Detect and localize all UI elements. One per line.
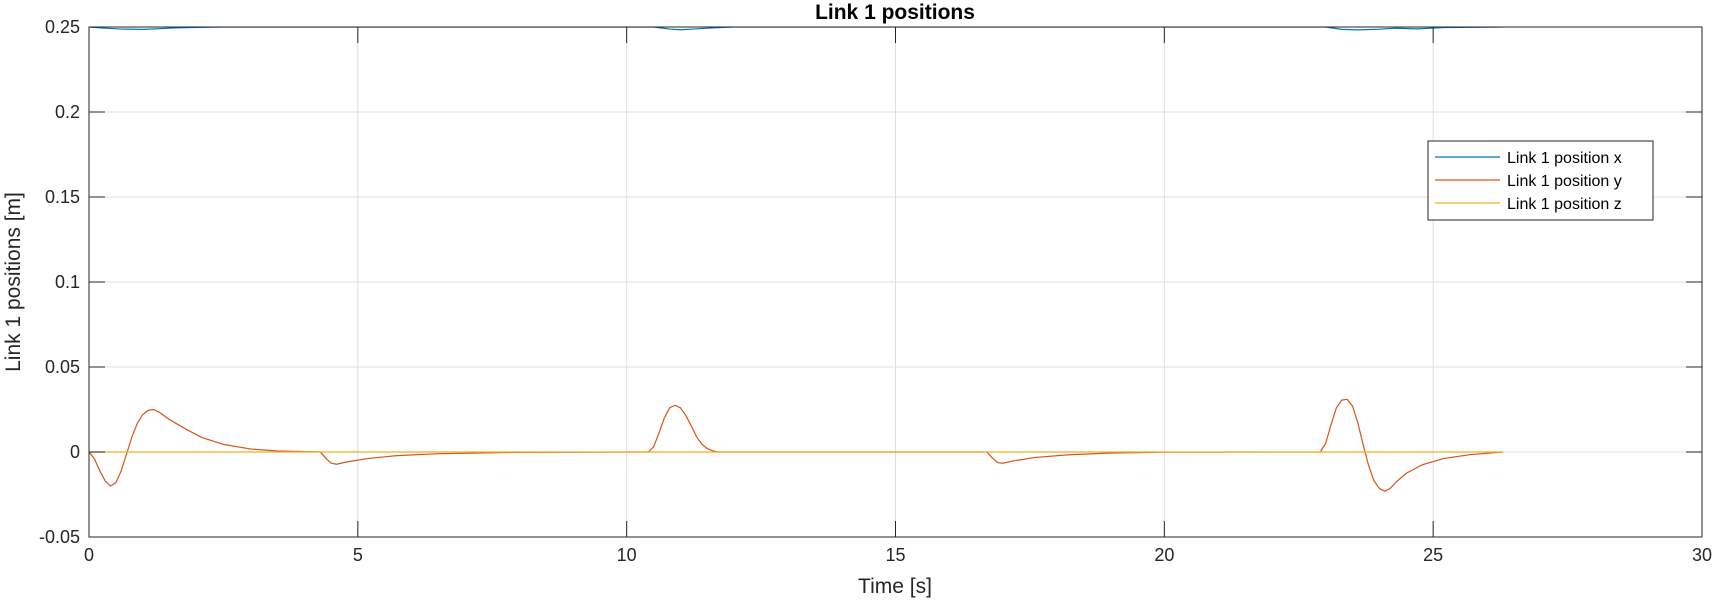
legend-entry-label: Link 1 position z	[1507, 196, 1622, 213]
axis-ticks	[88, 26, 1703, 538]
series-lines	[89, 27, 1504, 492]
legend-entry-label: Link 1 position y	[1507, 173, 1622, 190]
x-tick-label: 10	[617, 545, 637, 565]
y-axis-label: Link 1 positions [m]	[2, 192, 25, 372]
series-line-1	[89, 27, 1504, 31]
y-tick-labels: -0.05 0 0.05 0.1 0.15 0.2 0.25	[39, 17, 80, 547]
y-tick-label: 0.15	[45, 187, 80, 207]
x-tick-label: 15	[885, 545, 905, 565]
series-line-2	[89, 398, 1504, 492]
x-tick-labels: 0 5 10 15 20 25 30	[84, 545, 1712, 565]
y-tick-label: 0.25	[45, 17, 80, 37]
y-tick-label: 0.05	[45, 357, 80, 377]
x-axis-label: Time [s]	[858, 575, 932, 598]
y-tick-label: -0.05	[39, 527, 80, 547]
legend: Link 1 position x Link 1 position y Link 1…	[1427, 140, 1654, 221]
x-tick-label: 25	[1423, 545, 1443, 565]
chart-title: Link 1 positions	[815, 1, 975, 24]
plot-area	[89, 27, 1504, 492]
x-tick-label: 5	[353, 545, 363, 565]
y-tick-label: 0	[70, 442, 80, 462]
y-tick-label: 0.1	[55, 272, 80, 292]
legend-entry-label: Link 1 position x	[1507, 150, 1622, 167]
x-tick-label: 20	[1154, 545, 1174, 565]
x-tick-label: 0	[84, 545, 94, 565]
x-tick-label: 30	[1692, 545, 1712, 565]
y-tick-label: 0.2	[55, 102, 80, 122]
